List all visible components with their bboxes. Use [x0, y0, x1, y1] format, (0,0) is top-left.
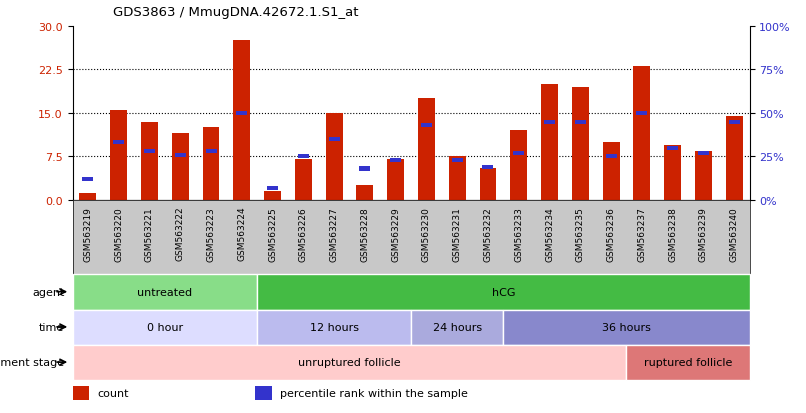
Text: GSM563219: GSM563219	[84, 206, 93, 261]
Bar	[80, 193, 97, 200]
Text: GSM563240: GSM563240	[729, 206, 738, 261]
Bar	[513, 152, 524, 156]
Text: GSM563239: GSM563239	[699, 206, 708, 261]
Bar	[637, 112, 647, 116]
Bar	[257, 310, 411, 345]
Bar	[421, 123, 432, 128]
Bar	[725, 116, 742, 200]
Text: 24 hours: 24 hours	[433, 322, 482, 332]
Text: GDS3863 / MmugDNA.42672.1.S1_at: GDS3863 / MmugDNA.42672.1.S1_at	[113, 6, 359, 19]
Bar	[234, 41, 250, 200]
Bar	[359, 167, 371, 171]
Bar	[172, 134, 189, 200]
Bar	[510, 131, 527, 200]
Text: GSM563223: GSM563223	[206, 206, 215, 261]
Bar	[264, 192, 281, 200]
Text: ruptured follicle: ruptured follicle	[644, 357, 732, 368]
Text: 36 hours: 36 hours	[602, 322, 651, 332]
Text: untreated: untreated	[137, 287, 193, 297]
Bar	[113, 141, 124, 145]
Text: 0 hour: 0 hour	[147, 322, 183, 332]
Bar	[73, 275, 257, 310]
Text: GSM563226: GSM563226	[299, 206, 308, 261]
Text: GSM563231: GSM563231	[453, 206, 462, 261]
Bar	[82, 178, 93, 182]
Text: development stage: development stage	[0, 357, 64, 368]
Text: GSM563232: GSM563232	[484, 206, 492, 261]
Text: time: time	[39, 322, 64, 332]
Bar	[257, 275, 750, 310]
Bar	[73, 345, 626, 380]
Bar	[73, 310, 257, 345]
Bar	[451, 158, 463, 162]
Bar	[575, 120, 586, 124]
Bar	[73, 386, 89, 400]
Text: GSM563225: GSM563225	[268, 206, 277, 261]
Text: GSM563224: GSM563224	[237, 206, 247, 261]
Text: unruptured follicle: unruptured follicle	[298, 357, 401, 368]
Text: count: count	[97, 388, 128, 398]
Text: hCG: hCG	[492, 287, 515, 297]
Bar	[634, 67, 650, 200]
Bar	[144, 150, 155, 154]
Text: GSM563237: GSM563237	[638, 206, 646, 261]
Bar	[141, 122, 158, 200]
Bar	[605, 155, 617, 159]
Bar	[206, 150, 217, 154]
Text: GSM563236: GSM563236	[607, 206, 616, 261]
Bar	[267, 186, 278, 190]
Text: agent: agent	[32, 287, 64, 297]
Bar	[483, 165, 493, 169]
Bar	[698, 152, 709, 156]
Text: GSM563220: GSM563220	[114, 206, 123, 261]
Bar	[729, 120, 740, 124]
Text: percentile rank within the sample: percentile rank within the sample	[280, 388, 467, 398]
Text: GSM563228: GSM563228	[360, 206, 369, 261]
Text: GSM563227: GSM563227	[330, 206, 339, 261]
Bar	[449, 157, 466, 200]
Bar	[411, 310, 504, 345]
Bar	[236, 112, 247, 116]
Bar	[480, 169, 496, 200]
Text: GSM563235: GSM563235	[575, 206, 585, 261]
Bar	[356, 186, 373, 200]
Text: GSM563238: GSM563238	[668, 206, 677, 261]
Bar	[418, 99, 435, 200]
Bar	[504, 310, 750, 345]
Bar	[541, 85, 558, 200]
Bar	[695, 151, 712, 200]
Bar	[603, 142, 620, 200]
Bar	[329, 138, 339, 142]
Bar	[571, 88, 588, 200]
Text: GSM563229: GSM563229	[391, 206, 400, 261]
Bar	[667, 146, 678, 150]
Bar	[326, 114, 343, 200]
Bar	[544, 120, 555, 124]
Bar	[202, 128, 219, 200]
Text: GSM563222: GSM563222	[176, 206, 185, 261]
Text: GSM563221: GSM563221	[145, 206, 154, 261]
Text: GSM563234: GSM563234	[545, 206, 554, 261]
Bar	[390, 158, 401, 162]
Bar	[298, 155, 309, 159]
Bar	[256, 386, 272, 400]
Bar	[110, 111, 127, 200]
Text: GSM563233: GSM563233	[514, 206, 523, 261]
Text: GSM563230: GSM563230	[422, 206, 431, 261]
Bar	[626, 345, 750, 380]
Bar	[295, 160, 312, 200]
Bar	[175, 153, 185, 157]
Bar	[664, 145, 681, 200]
Text: 12 hours: 12 hours	[310, 322, 359, 332]
Bar	[387, 160, 404, 200]
